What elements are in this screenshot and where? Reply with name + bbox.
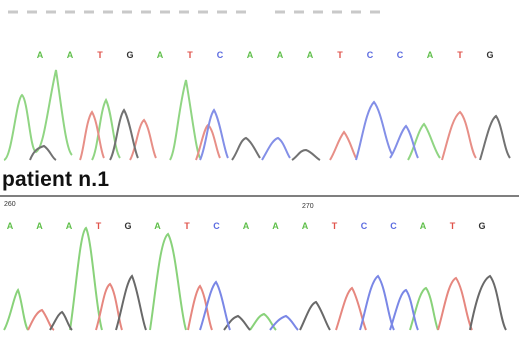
panel-1-green-trace [3,69,441,161]
position-marker-left: 260 [4,201,16,208]
base-call-letter: A [247,50,254,60]
base-call-letter: A [243,221,250,231]
panel-1-black-trace [29,108,511,161]
base-call-letter: A [427,50,434,60]
patient-label: patient n.1 [2,168,110,191]
base-call-letter: T [184,221,190,231]
base-call-letter: G [124,221,131,231]
base-call-letter: T [187,50,193,60]
base-call-letter: A [37,50,44,60]
position-marker-right: 270 [302,203,314,210]
base-call-letter: A [420,221,427,231]
base-call-letter: G [486,50,493,60]
base-call-letter: A [66,221,73,231]
base-call-letter: A [36,221,43,231]
base-call-letter: A [302,221,309,231]
panel-2-green-trace [3,226,439,331]
base-call-letter: A [7,221,14,231]
base-call-letter: G [478,221,485,231]
base-call-letter: C [213,221,220,231]
base-call-letter: A [157,50,164,60]
panel-2-red-trace [27,276,473,331]
panel-2-black-trace [49,274,507,331]
base-call-letter: T [450,221,456,231]
base-call-letter: A [154,221,161,231]
base-call-letter: C [217,50,224,60]
base-call-letter: C [390,221,397,231]
panel-1-chromatogram [3,69,511,161]
base-call-letter: G [126,50,133,60]
base-call-letter: C [361,221,368,231]
panel-1-blue-trace [199,100,419,161]
base-call-letter: A [277,50,284,60]
panel-2-blue-trace [199,274,419,331]
base-call-letter: C [397,50,404,60]
panel-2-chromatogram [3,226,507,331]
base-call-letter: T [97,50,103,60]
base-call-letter: T [332,221,338,231]
base-call-letter: A [67,50,74,60]
base-call-letter: T [96,221,102,231]
base-call-letter: T [457,50,463,60]
base-call-letter: A [272,221,279,231]
base-call-letter: C [367,50,374,60]
base-call-letter: T [337,50,343,60]
base-call-letter: A [307,50,314,60]
